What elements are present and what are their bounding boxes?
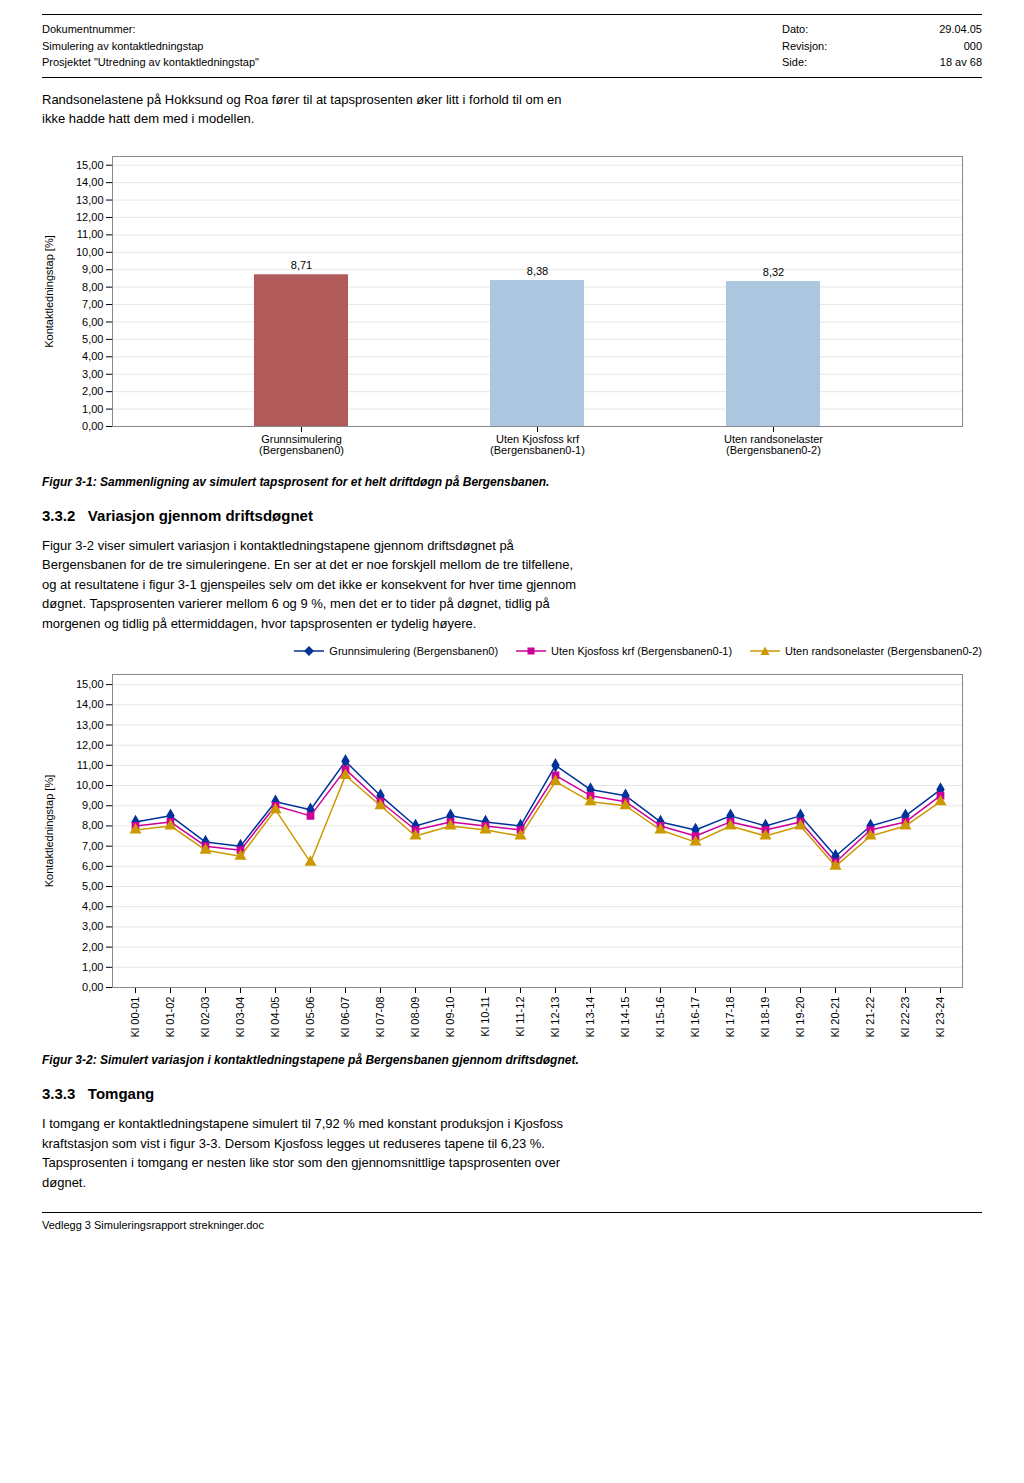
svg-text:15,00: 15,00 — [76, 158, 104, 170]
svg-text:Kl 09-10: Kl 09-10 — [444, 997, 456, 1038]
svg-text:10,00: 10,00 — [76, 779, 104, 791]
html-text:18 av 68: 18 av 68 — [939, 56, 982, 68]
svg-text:Kontaktledningstap [%]: Kontaktledningstap [%] — [43, 775, 55, 888]
svg-text:Kl 17-18: Kl 17-18 — [724, 997, 736, 1038]
svg-text:13,00: 13,00 — [76, 193, 104, 205]
svg-text:8,00: 8,00 — [82, 819, 103, 831]
html-text:Dato:: Dato: — [782, 23, 809, 35]
html-text:I tomgang er kontaktledningsta: I tomgang er kontaktledningstapene simul… — [42, 1116, 563, 1190]
svg-text:Grunnsimulering(Bergensbanen0): Grunnsimulering(Bergensbanen0) — [259, 433, 344, 456]
html-text:29.04.05: 29.04.05 — [939, 23, 982, 35]
svg-text:9,00: 9,00 — [82, 263, 103, 275]
svg-text:1,00: 1,00 — [82, 961, 103, 973]
svg-text:4,00: 4,00 — [82, 350, 103, 362]
svg-text:8,38: 8,38 — [527, 265, 548, 277]
html-text:Revisjon:: Revisjon: — [782, 39, 828, 52]
svg-text:Kontaktledningstap [%]: Kontaktledningstap [%] — [43, 235, 55, 348]
svg-text:Kl 02-03: Kl 02-03 — [199, 997, 211, 1038]
html-text:Uten Kjosfoss krf (Bergensbane: Uten Kjosfoss krf (Bergensbanen0-1) — [551, 645, 733, 657]
html-text:Randsonelastene på Hokksund og: Randsonelastene på Hokksund og Roa fører… — [42, 91, 562, 126]
svg-text:6,00: 6,00 — [82, 315, 103, 327]
svg-text:13,00: 13,00 — [76, 719, 104, 731]
svg-text:11,00: 11,00 — [77, 759, 104, 771]
svg-text:Kl 10-11: Kl 10-11 — [479, 997, 491, 1037]
svg-text:Uten randsonelaster(Bergensban: Uten randsonelaster(Bergensbanen0-2) — [724, 433, 823, 456]
svg-text:Kl 08-09: Kl 08-09 — [409, 997, 421, 1038]
svg-text:7,00: 7,00 — [82, 840, 103, 852]
svg-text:Kl 16-17: Kl 16-17 — [689, 997, 701, 1038]
svg-text:12,00: 12,00 — [76, 739, 104, 751]
svg-text:Kl 18-19: Kl 18-19 — [759, 997, 771, 1038]
html-text:Grunnsimulering (Bergensbanen0: Grunnsimulering (Bergensbanen0) — [329, 645, 499, 657]
svg-text:Kl 01-02: Kl 01-02 — [164, 997, 176, 1038]
svg-text:Kl 11-12: Kl 11-12 — [514, 997, 526, 1037]
svg-text:Kl 21-22: Kl 21-22 — [864, 997, 876, 1038]
html-text:Figur 3-2 viser simulert varia: Figur 3-2 viser simulert variasjon i kon… — [42, 537, 576, 631]
svg-text:Kl 04-05: Kl 04-05 — [269, 997, 281, 1038]
html-text:Dokumentnummer:: Dokumentnummer: — [42, 23, 136, 35]
svg-text:10,00: 10,00 — [76, 245, 104, 257]
svg-text:Kl 13-14: Kl 13-14 — [584, 997, 596, 1038]
svg-text:Kl 07-08: Kl 07-08 — [374, 997, 386, 1038]
html-text:3.3.2 Variasjon gjennom drifts: 3.3.2 Variasjon gjennom driftsdøgnet — [42, 506, 313, 524]
svg-text:Kl 14-15: Kl 14-15 — [619, 997, 631, 1038]
html-text:Prosjektet "Utredning av konta: Prosjektet "Utredning av kontaktlednings… — [42, 56, 259, 68]
svg-text:9,00: 9,00 — [82, 799, 103, 811]
html-text:Figur 3-2: Simulert variasjon: Figur 3-2: Simulert variasjon i kontaktl… — [42, 1053, 579, 1067]
svg-text:Kl 00-01: Kl 00-01 — [129, 997, 141, 1038]
svg-text:0,00: 0,00 — [82, 981, 103, 993]
svg-text:2,00: 2,00 — [82, 385, 103, 397]
svg-text:Kl 19-20: Kl 19-20 — [794, 997, 806, 1038]
svg-text:6,00: 6,00 — [82, 860, 103, 872]
svg-text:4,00: 4,00 — [82, 900, 103, 912]
html-text:Vedlegg 3 Simuleringsrapport s: Vedlegg 3 Simuleringsrapport strekninger… — [42, 1219, 264, 1231]
svg-text:Kl 20-21: Kl 20-21 — [829, 997, 841, 1038]
html-text:000: 000 — [963, 39, 982, 52]
svg-text:0,00: 0,00 — [82, 420, 103, 432]
svg-text:8,32: 8,32 — [763, 266, 784, 278]
svg-text:5,00: 5,00 — [82, 880, 103, 892]
svg-text:3,00: 3,00 — [82, 920, 103, 932]
svg-text:7,00: 7,00 — [82, 298, 103, 310]
svg-text:Uten Kjosfoss krf(Bergensbanen: Uten Kjosfoss krf(Bergensbanen0-1) — [490, 433, 585, 456]
svg-text:1,00: 1,00 — [82, 402, 103, 414]
svg-text:Kl 22-23: Kl 22-23 — [899, 997, 911, 1038]
html-text:3.3.3 Tomgang: 3.3.3 Tomgang — [42, 1085, 155, 1102]
svg-text:11,00: 11,00 — [77, 228, 104, 240]
svg-text:3,00: 3,00 — [82, 367, 103, 379]
html-text:Uten randsonelaster (Bergensba: Uten randsonelaster (Bergensbanen0-2) — [785, 645, 982, 657]
svg-text:5,00: 5,00 — [82, 332, 103, 344]
svg-text:12,00: 12,00 — [76, 210, 104, 222]
html-text:Side:: Side: — [782, 56, 808, 68]
svg-text:8,71: 8,71 — [291, 259, 312, 271]
svg-text:14,00: 14,00 — [76, 698, 104, 710]
svg-text:15,00: 15,00 — [76, 678, 104, 690]
svg-text:Kl 15-16: Kl 15-16 — [654, 997, 666, 1038]
svg-text:Kl 12-13: Kl 12-13 — [549, 997, 561, 1038]
svg-text:Kl 23-24: Kl 23-24 — [934, 997, 946, 1038]
svg-text:Kl 05-06: Kl 05-06 — [304, 997, 316, 1038]
svg-text:8,00: 8,00 — [82, 280, 103, 292]
html-text:Figur 3-1: Sammenligning av si: Figur 3-1: Sammenligning av simulert tap… — [42, 474, 550, 489]
svg-text:Kl 06-07: Kl 06-07 — [339, 997, 351, 1038]
svg-text:Kl 03-04: Kl 03-04 — [234, 997, 246, 1038]
svg-text:2,00: 2,00 — [82, 941, 103, 953]
html-text:Simulering av kontaktledningst: Simulering av kontaktledningstap — [42, 39, 204, 52]
svg-text:14,00: 14,00 — [76, 176, 104, 188]
